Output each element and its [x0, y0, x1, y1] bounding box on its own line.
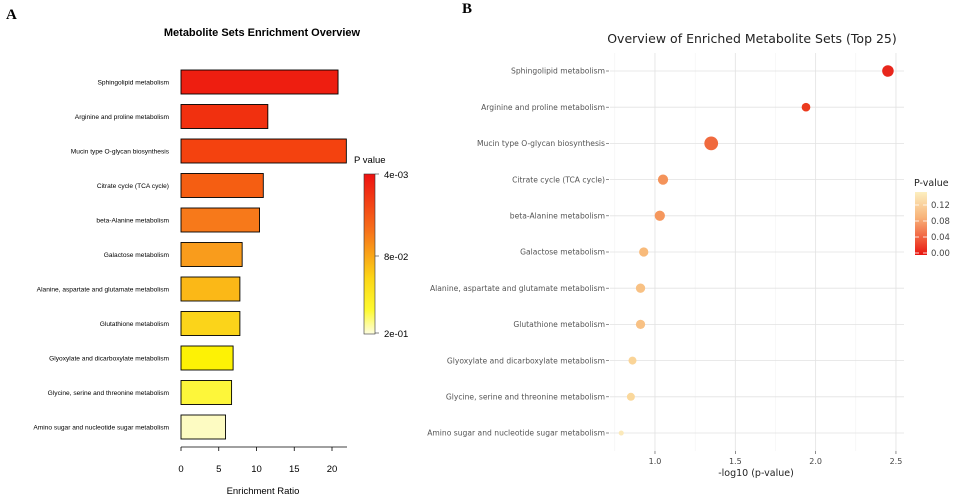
chart-a-legend-label-bottom: 2e-01	[384, 329, 408, 340]
category-label-8: Glyoxylate and dicarboxylate metabolism	[447, 356, 605, 365]
chart-a-legend-label-mid: 8e-02	[384, 252, 408, 263]
chart-a-category-labels: Sphingolipid metabolism Arginine and prol…	[33, 79, 169, 431]
category-label-9: Glycine, serine and threonine metabolism	[446, 393, 605, 402]
chart-a-x-axis-label: Enrichment Ratio	[227, 486, 300, 497]
category-label-5: Galactose metabolism	[104, 252, 170, 259]
category-label-1: Arginine and proline metabolism	[481, 103, 605, 112]
x-tick-label-2: 2.0	[809, 457, 822, 466]
point-9	[626, 392, 635, 401]
x-tick-label-0: 0	[178, 464, 183, 475]
chart-a-title: Metabolite Sets Enrichment Overview	[164, 27, 361, 39]
x-tick-label-0: 1.0	[649, 457, 662, 466]
point-3	[657, 174, 669, 185]
category-label-6: Alanine, aspartate and glutamate metabol…	[430, 284, 605, 293]
category-label-10: Amino sugar and nucleotide sugar metabol…	[33, 424, 169, 431]
bar-3	[180, 173, 264, 198]
category-label-0: Sphingolipid metabolism	[98, 79, 170, 86]
category-label-2: Mucin type O-glycan biosynthesis	[71, 148, 170, 155]
point-2	[704, 136, 719, 151]
x-tick-label-2: 10	[251, 464, 262, 475]
chart-b-legend-title: P-value	[914, 178, 949, 189]
bar-6	[180, 276, 241, 302]
panel-b: B Overview of Enriched Metabolite Sets (…	[427, 1, 950, 479]
bar-5	[180, 242, 243, 267]
chart-b-category-labels: Sphingolipid metabolism Arginine and prol…	[427, 67, 609, 438]
category-label-4: beta-Alanine metabolism	[510, 212, 605, 221]
category-label-4: beta-Alanine metabolism	[96, 217, 169, 224]
bar-0	[180, 69, 339, 95]
category-label-9: Glycine, serine and threonine metabolism	[48, 390, 170, 397]
chart-a-bars	[180, 69, 347, 440]
point-4	[654, 210, 665, 221]
point-6	[635, 283, 646, 293]
chart-a-legend-label-top: 4e-03	[384, 170, 408, 181]
chart-b-legend-label-3: 0.00	[931, 249, 950, 259]
chart-b-x-ticks: 1.0 1.5 2.0 2.5	[649, 451, 903, 466]
panel-a: A Metabolite Sets Enrichment Overview Sp…	[6, 7, 408, 497]
category-label-10: Amino sugar and nucleotide sugar metabol…	[427, 429, 605, 438]
bar-8	[180, 345, 234, 371]
chart-a-legend: P value 4e-03 8e-02 2e-01	[354, 155, 408, 340]
point-8	[628, 356, 637, 365]
chart-b-legend-label-0: 0.12	[931, 201, 950, 211]
bar-7	[180, 311, 241, 336]
category-label-7: Glutathione metabolism	[513, 320, 605, 329]
category-label-3: Citrate cycle (TCA cycle)	[512, 175, 605, 184]
point-10	[618, 430, 624, 436]
category-label-3: Citrate cycle (TCA cycle)	[97, 183, 169, 190]
point-0	[882, 65, 894, 77]
chart-b-x-axis-label: -log10 (p-value)	[718, 468, 794, 479]
chart-b-legend-label-1: 0.08	[931, 217, 950, 227]
chart-a-colorbar	[363, 173, 376, 335]
chart-a-x-ticks: 0 5 10 15 20	[178, 447, 337, 475]
category-label-2: Mucin type O-glycan biosynthesis	[477, 139, 605, 148]
x-tick-label-4: 20	[327, 464, 338, 475]
chart-b-title: Overview of Enriched Metabolite Sets (To…	[607, 31, 897, 46]
panel-a-letter: A	[6, 7, 17, 23]
panel-b-letter: B	[462, 1, 472, 17]
x-tick-label-3: 15	[289, 464, 300, 475]
chart-a-legend-title: P value	[354, 155, 386, 166]
bar-2	[180, 138, 347, 164]
category-label-1: Arginine and proline metabolism	[75, 114, 170, 121]
bar-1	[180, 104, 269, 129]
bar-4	[180, 207, 260, 233]
x-tick-label-3: 2.5	[890, 457, 903, 466]
point-5	[639, 247, 649, 257]
chart-b-points	[618, 65, 894, 436]
x-tick-label-1: 5	[216, 464, 221, 475]
point-1	[801, 102, 811, 112]
chart-b-legend-label-2: 0.04	[931, 233, 950, 243]
point-7	[635, 319, 646, 330]
category-label-6: Alanine, aspartate and glutamate metabol…	[37, 286, 170, 293]
chart-b-gridlines	[610, 53, 904, 451]
chart-b-colorbar	[915, 192, 927, 255]
chart-b-legend: P-value 0.12 0.08 0.04 0.00	[914, 178, 950, 259]
category-label-0: Sphingolipid metabolism	[511, 67, 605, 76]
category-label-5: Galactose metabolism	[520, 248, 605, 257]
category-label-7: Glutathione metabolism	[100, 321, 170, 328]
x-tick-label-1: 1.5	[729, 457, 742, 466]
bar-9	[180, 380, 233, 405]
category-label-8: Glyoxylate and dicarboxylate metabolism	[49, 355, 169, 362]
bar-10	[180, 414, 226, 440]
